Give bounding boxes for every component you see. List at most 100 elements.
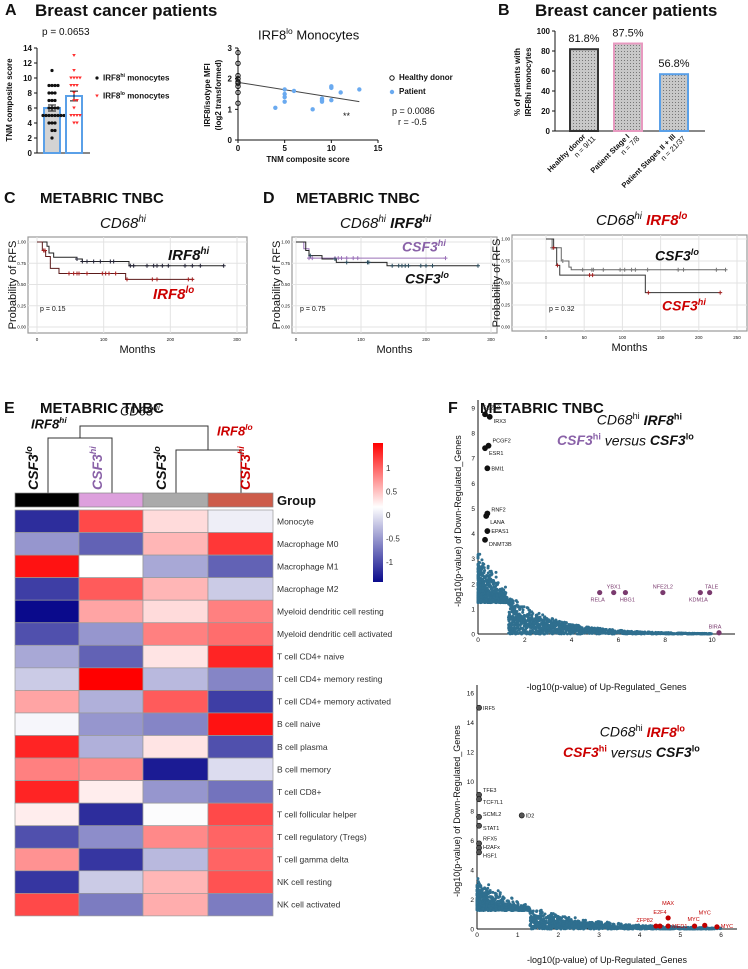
gene-point	[480, 574, 484, 578]
y-tick-label: 80	[541, 47, 550, 56]
gene-point	[680, 927, 684, 931]
gene-point	[544, 915, 548, 919]
y-axis-label: % of patients with	[513, 48, 522, 116]
y-tick-label: 0	[471, 632, 475, 639]
heatmap-cell	[78, 577, 144, 601]
row-label: Macrophage M0	[277, 539, 339, 549]
heatmap-cell	[78, 712, 144, 736]
gene-point	[538, 619, 542, 623]
gene-point	[630, 925, 634, 929]
gene-point	[494, 584, 498, 588]
gene-point	[550, 914, 554, 918]
data-point	[47, 106, 51, 110]
gene-point	[627, 630, 631, 634]
heatmap-cell	[78, 554, 144, 578]
column-label: CSF3hi	[236, 446, 253, 490]
gene-point	[620, 925, 624, 929]
gene-point	[541, 630, 545, 634]
title-sup: lo	[691, 743, 700, 754]
gene-point	[551, 629, 555, 633]
y-tick-label: 2	[28, 134, 33, 143]
gene-point	[479, 595, 483, 599]
x-tick-label: 10	[327, 144, 336, 153]
label-text: CSF3	[25, 454, 41, 490]
x-tick-label: 2	[523, 637, 527, 644]
panel-a-title: Breast cancer patients	[35, 1, 218, 20]
data-point	[50, 113, 54, 118]
gene-point	[516, 604, 520, 608]
gene-point	[480, 888, 484, 892]
gene-point	[558, 918, 562, 922]
gene-point	[622, 926, 626, 930]
gene-point	[670, 631, 674, 635]
y-tick-label: 1.00	[281, 240, 290, 245]
gene-point	[616, 922, 620, 926]
gene-point	[578, 632, 582, 636]
data-point	[72, 99, 76, 102]
gene-point	[513, 904, 517, 908]
down-regulated-gene-point	[476, 796, 482, 803]
heatmap-cell	[207, 825, 274, 849]
down-regulated-gene-point	[482, 445, 488, 452]
gene-point	[495, 594, 499, 598]
heatmap-cell	[78, 802, 144, 827]
censor-mark	[339, 256, 344, 261]
data-point	[78, 114, 82, 117]
y-tick-label: 0.75	[281, 261, 290, 266]
gene-point	[497, 597, 501, 601]
x-tick-label: 300	[487, 337, 495, 342]
y-tick-label: 0.75	[501, 259, 510, 264]
km-label-csf3lo: CSF3lo	[405, 270, 449, 287]
gene-point	[538, 911, 542, 915]
gene-point	[570, 924, 574, 928]
panel-e-letter: E	[4, 400, 15, 417]
gene-label: BIRA	[709, 625, 722, 631]
label-sup: hi	[236, 446, 246, 454]
gene-point	[515, 600, 519, 604]
gene-point	[527, 608, 531, 612]
km-label-csf3lo-right: CSF3lo	[655, 247, 699, 264]
data-point	[59, 113, 63, 118]
label-sup: hi	[88, 446, 98, 454]
censor-mark	[80, 259, 85, 264]
y-tick-label: 2	[471, 581, 475, 588]
gene-point	[491, 890, 495, 894]
dendrogram	[47, 425, 242, 493]
healthy-donor-point	[235, 100, 241, 106]
gene-point	[565, 920, 569, 924]
group-color-cell	[78, 492, 144, 508]
heatmap-cell	[14, 622, 80, 646]
heatmap-cell	[142, 690, 209, 714]
gene-point	[537, 611, 541, 615]
gene-point	[482, 896, 486, 900]
heatmap-cell	[142, 847, 209, 872]
censor-mark	[85, 259, 89, 264]
x-tick-label: 0	[475, 932, 479, 939]
gene-point	[476, 556, 480, 560]
gene-point	[660, 631, 664, 635]
gene-point	[594, 921, 598, 925]
y-tick-label: 4	[470, 868, 474, 875]
censor-mark	[190, 263, 195, 268]
censor-mark	[622, 267, 627, 272]
dendrogram-irf8lo: IRF8lo	[217, 422, 253, 438]
gene-point	[618, 630, 622, 634]
heatmap-cell	[14, 644, 80, 669]
bottom-volcano-title: CD68hi IRF8lo CSF3hi versus CSF3lo	[563, 720, 700, 761]
gene-point	[484, 888, 488, 892]
gene-point	[511, 619, 515, 623]
gene-point	[538, 926, 542, 930]
heatmap-cell	[142, 599, 209, 624]
gene-point	[522, 613, 526, 617]
heatmap-cell	[142, 532, 209, 556]
title-sup: hi	[673, 411, 682, 421]
heatmap-cell	[207, 667, 274, 691]
gene-label: MYC	[687, 917, 699, 923]
colorbar-tick-label: 0	[386, 511, 391, 520]
gene-label: MYC	[721, 924, 733, 930]
heatmap-cell	[14, 667, 80, 691]
gene-label: BMI1	[491, 466, 504, 472]
gene-point	[600, 631, 604, 635]
x-tick-label: 100	[357, 337, 365, 342]
gene-point	[482, 904, 486, 908]
